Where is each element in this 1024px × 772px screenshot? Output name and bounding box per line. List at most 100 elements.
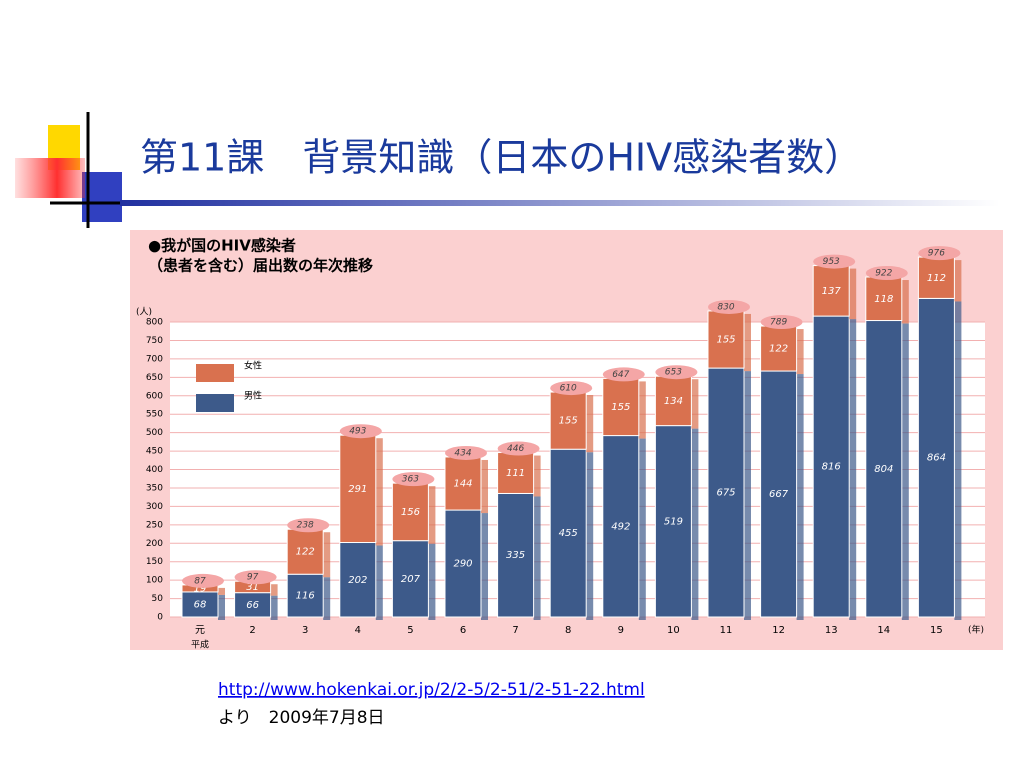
- bar-side: [586, 395, 594, 453]
- total-label: 610: [560, 384, 577, 394]
- x-tick-label: 13: [825, 625, 838, 636]
- bar-segment: [391, 540, 429, 618]
- bar-segment: [760, 370, 798, 618]
- title-rule: [120, 200, 1000, 206]
- x-tick-label: 2: [249, 625, 255, 636]
- bar-value-label: 816: [822, 462, 841, 473]
- total-label: 830: [717, 302, 734, 312]
- y-tick-label: 300: [146, 502, 163, 512]
- bar-segment: [654, 375, 692, 427]
- bar-side: [638, 438, 646, 620]
- bar-segment: [812, 315, 850, 618]
- slide-title: 第11課 背景知識（日本のHIV感染者数）: [140, 136, 862, 180]
- legend-swatch: [196, 364, 234, 382]
- x-tick-label: 14: [877, 625, 890, 636]
- bar-value-label: 122: [769, 344, 788, 355]
- total-cap: [550, 381, 593, 396]
- y-tick-label: 200: [146, 539, 163, 549]
- bar-side: [323, 577, 331, 620]
- y-unit: (人): [136, 307, 152, 318]
- total-cap: [602, 367, 645, 382]
- total-label: 87: [194, 576, 206, 586]
- bar-segment: [444, 456, 482, 511]
- bar-value-label: 112: [927, 273, 946, 284]
- y-tick-label: 500: [146, 428, 163, 438]
- legend-label: 男性: [244, 390, 262, 402]
- bar-value-label: 864: [927, 453, 946, 464]
- total-label: 953: [823, 257, 840, 267]
- total-label: 493: [349, 427, 366, 437]
- bar-value-label: 202: [348, 575, 367, 586]
- bar-side: [586, 452, 594, 620]
- bar-segment: [865, 276, 903, 322]
- bar-side: [691, 379, 699, 429]
- x-tick-label: 7: [512, 625, 518, 636]
- bar-value-label: 155: [559, 416, 578, 427]
- bar-value-label: 519: [664, 516, 683, 527]
- y-tick-label: 750: [146, 336, 163, 346]
- y-tick-label: 350: [146, 483, 163, 493]
- y-tick-label: 100: [146, 576, 163, 586]
- bar-side: [796, 329, 804, 375]
- bar-value-label: 137: [822, 286, 842, 297]
- bar-side: [218, 587, 225, 595]
- total-cap: [813, 254, 856, 269]
- legend-label: 女性: [244, 360, 262, 372]
- bar-segment: [917, 256, 955, 299]
- bar-value-label: 335: [506, 550, 525, 561]
- y-tick-label: 400: [146, 465, 163, 475]
- total-label: 922: [875, 269, 892, 279]
- bar-segment: [602, 377, 640, 437]
- bar-side: [375, 438, 383, 546]
- bar-value-label: 207: [401, 574, 421, 585]
- bar-segment: [339, 542, 377, 618]
- total-label: 647: [612, 370, 629, 380]
- bar-value-label: 134: [664, 396, 683, 407]
- bar-value-label: 675: [716, 488, 735, 499]
- total-cap: [497, 441, 540, 456]
- source-link[interactable]: http://www.hokenkai.or.jp/2/2-5/2-51/2-5…: [218, 680, 645, 700]
- y-tick-label: 250: [146, 520, 163, 530]
- bar-value-label: 68: [194, 599, 207, 610]
- bar-value-label: 667: [769, 489, 789, 500]
- bar-side: [796, 374, 804, 620]
- total-label: 238: [297, 521, 314, 531]
- bar-segment: [549, 391, 587, 450]
- total-cap: [918, 246, 961, 261]
- bar-side: [744, 371, 751, 620]
- bar-value-label: 66: [246, 600, 259, 611]
- x-tick-label: 5: [407, 625, 413, 636]
- x-tick-label: 3: [302, 625, 308, 636]
- bar-side: [375, 545, 383, 620]
- total-cap: [865, 266, 908, 281]
- bar-value-label: 155: [716, 335, 735, 346]
- x-tick-label: 15: [930, 625, 943, 636]
- bar-side: [901, 323, 909, 620]
- chart-title: （患者を含む）届出数の年次推移: [148, 257, 373, 275]
- x-tick-label: 10: [667, 625, 680, 636]
- bar-value-label: 492: [611, 521, 630, 532]
- bar-segment: [286, 573, 324, 618]
- bar-value-label: 290: [453, 559, 472, 570]
- total-label: 446: [507, 444, 524, 454]
- x-tick-label: 8: [565, 625, 571, 636]
- bar-segment: [497, 452, 535, 494]
- x-tick-label: 11: [720, 625, 733, 636]
- total-cap: [392, 472, 435, 487]
- total-label: 789: [770, 318, 787, 328]
- y-tick-label: 150: [146, 557, 163, 567]
- x-unit: (年): [968, 624, 984, 636]
- bar-side: [428, 486, 436, 544]
- y-tick-label: 650: [146, 373, 163, 383]
- bar-segment: [234, 592, 272, 618]
- bar-side: [849, 319, 857, 620]
- total-label: 363: [402, 475, 419, 485]
- x-tick-label: 12: [772, 625, 785, 636]
- bar-segment: [602, 435, 640, 618]
- era-label: 平成: [191, 639, 209, 651]
- total-cap: [445, 445, 487, 460]
- y-tick-label: 600: [146, 391, 163, 401]
- total-label: 653: [665, 368, 682, 378]
- bar-segment: [391, 482, 429, 542]
- bar-segment: [917, 297, 955, 618]
